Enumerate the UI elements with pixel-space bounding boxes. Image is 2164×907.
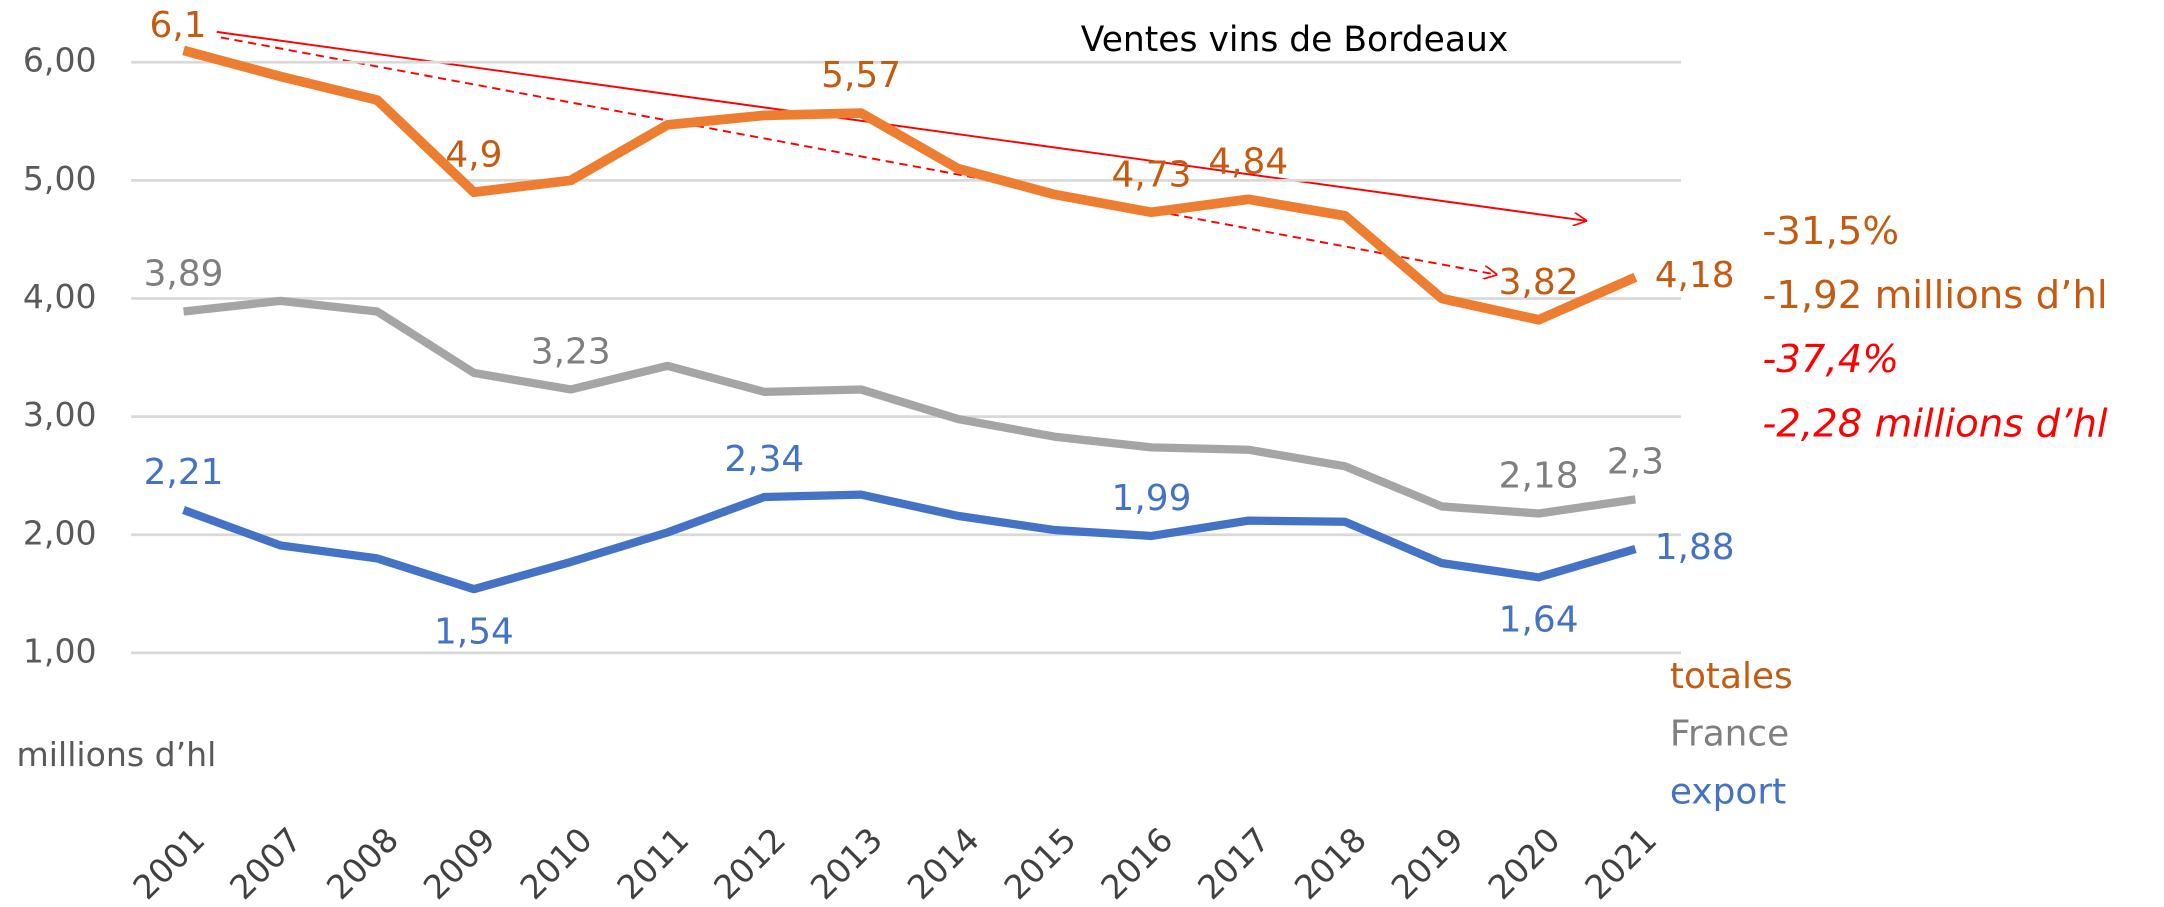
data-label: 4,9 — [445, 134, 502, 175]
annotation: -1,92 millions d’hl — [1762, 273, 2107, 318]
data-label: 4,84 — [1208, 141, 1288, 182]
series-line — [182, 45, 1638, 325]
series-line — [183, 296, 1637, 518]
y-tick-label: 6,00 — [23, 41, 97, 80]
data-label: 4,73 — [1112, 154, 1192, 195]
data-label: 5,57 — [821, 55, 901, 96]
data-label: 3,23 — [531, 332, 611, 373]
series-line — [182, 490, 1637, 594]
y-tick-label: 1,00 — [23, 631, 97, 670]
x-tick-label: 2011 — [609, 820, 696, 907]
x-tick-label: 2009 — [416, 820, 503, 907]
data-label: 2,34 — [724, 439, 804, 480]
data-label: 3,82 — [1499, 262, 1579, 303]
x-tick-label: 2007 — [222, 820, 309, 907]
legend-entry: France — [1670, 714, 1789, 755]
data-label: 1,88 — [1655, 527, 1735, 568]
annotation: -31,5% — [1762, 209, 1899, 254]
data-label: 1,54 — [434, 611, 514, 652]
x-tick-label: 2001 — [125, 820, 212, 907]
x-tick-label: 2021 — [1577, 820, 1664, 907]
data-label: 1,64 — [1499, 599, 1579, 640]
x-tick-label: 2014 — [900, 820, 987, 907]
x-tick-label: 2016 — [1093, 820, 1180, 907]
chart-title: Ventes vins de Bordeaux — [1081, 20, 1509, 60]
annotation: -37,4% — [1762, 337, 1899, 382]
x-tick-label: 2012 — [706, 820, 793, 907]
legend-entry: totales — [1670, 656, 1793, 697]
data-label: 6,1 — [150, 5, 207, 46]
legend-entry: export — [1670, 772, 1786, 813]
x-tick-label: 2017 — [1190, 820, 1277, 907]
y-axis-label: millions d’hl — [17, 735, 217, 774]
x-tick-label: 2020 — [1480, 820, 1567, 907]
y-tick-label: 2,00 — [23, 513, 97, 552]
trend-arrow-dashed — [220, 36, 1498, 274]
x-tick-label: 2010 — [512, 820, 599, 907]
x-tick-label: 2018 — [1287, 820, 1374, 907]
y-tick-label: 5,00 — [23, 159, 97, 198]
annotation: -2,28 millions d’hl — [1762, 401, 2108, 446]
x-tick-label: 2019 — [1384, 820, 1471, 907]
data-label: 2,18 — [1499, 456, 1579, 497]
y-tick-label: 4,00 — [23, 277, 97, 316]
trend-arrow — [216, 30, 1587, 221]
data-label: 2,3 — [1607, 441, 1664, 482]
y-tick-label: 3,00 — [23, 395, 97, 434]
data-label: 2,21 — [144, 452, 224, 493]
data-label: 1,99 — [1112, 478, 1192, 519]
x-tick-label: 2008 — [319, 820, 406, 907]
data-label: 4,18 — [1655, 255, 1735, 296]
data-label: 3,89 — [144, 254, 224, 295]
x-tick-label: 2015 — [996, 820, 1083, 907]
x-tick-label: 2013 — [803, 820, 890, 907]
